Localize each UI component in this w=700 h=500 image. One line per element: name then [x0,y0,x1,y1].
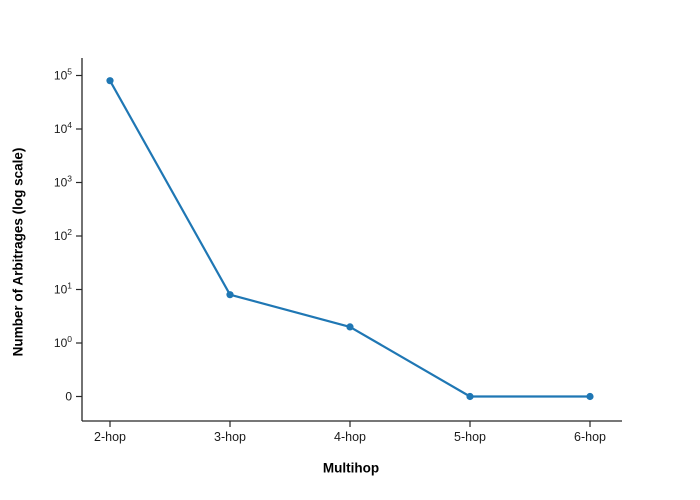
x-tick-label: 2-hop [94,430,126,444]
data-point-4-hop [346,323,354,331]
x-tick-label: 6-hop [574,430,606,444]
data-point-5-hop [466,392,474,401]
y-tick-label: 100 [54,334,72,350]
y-axis-title: Number of Arbitrages (log scale) [10,147,26,357]
y-tick-label: 102 [54,227,72,243]
data-point-3-hop [226,291,234,299]
y-tick-label: 105 [54,67,72,83]
y-tick-label: 104 [54,120,72,136]
x-tick-label: 4-hop [334,430,366,444]
y-tick-label: 103 [54,174,72,190]
data-point-6-hop [586,392,594,401]
data-point-2-hop [106,77,114,85]
y-tick-label: 101 [54,281,72,297]
y-tick-label: 0 [65,390,72,404]
x-axis-title: Multihop [322,460,380,476]
x-tick-label: 3-hop [214,430,246,444]
x-tick-label: 5-hop [454,430,486,444]
series-line [108,79,592,398]
